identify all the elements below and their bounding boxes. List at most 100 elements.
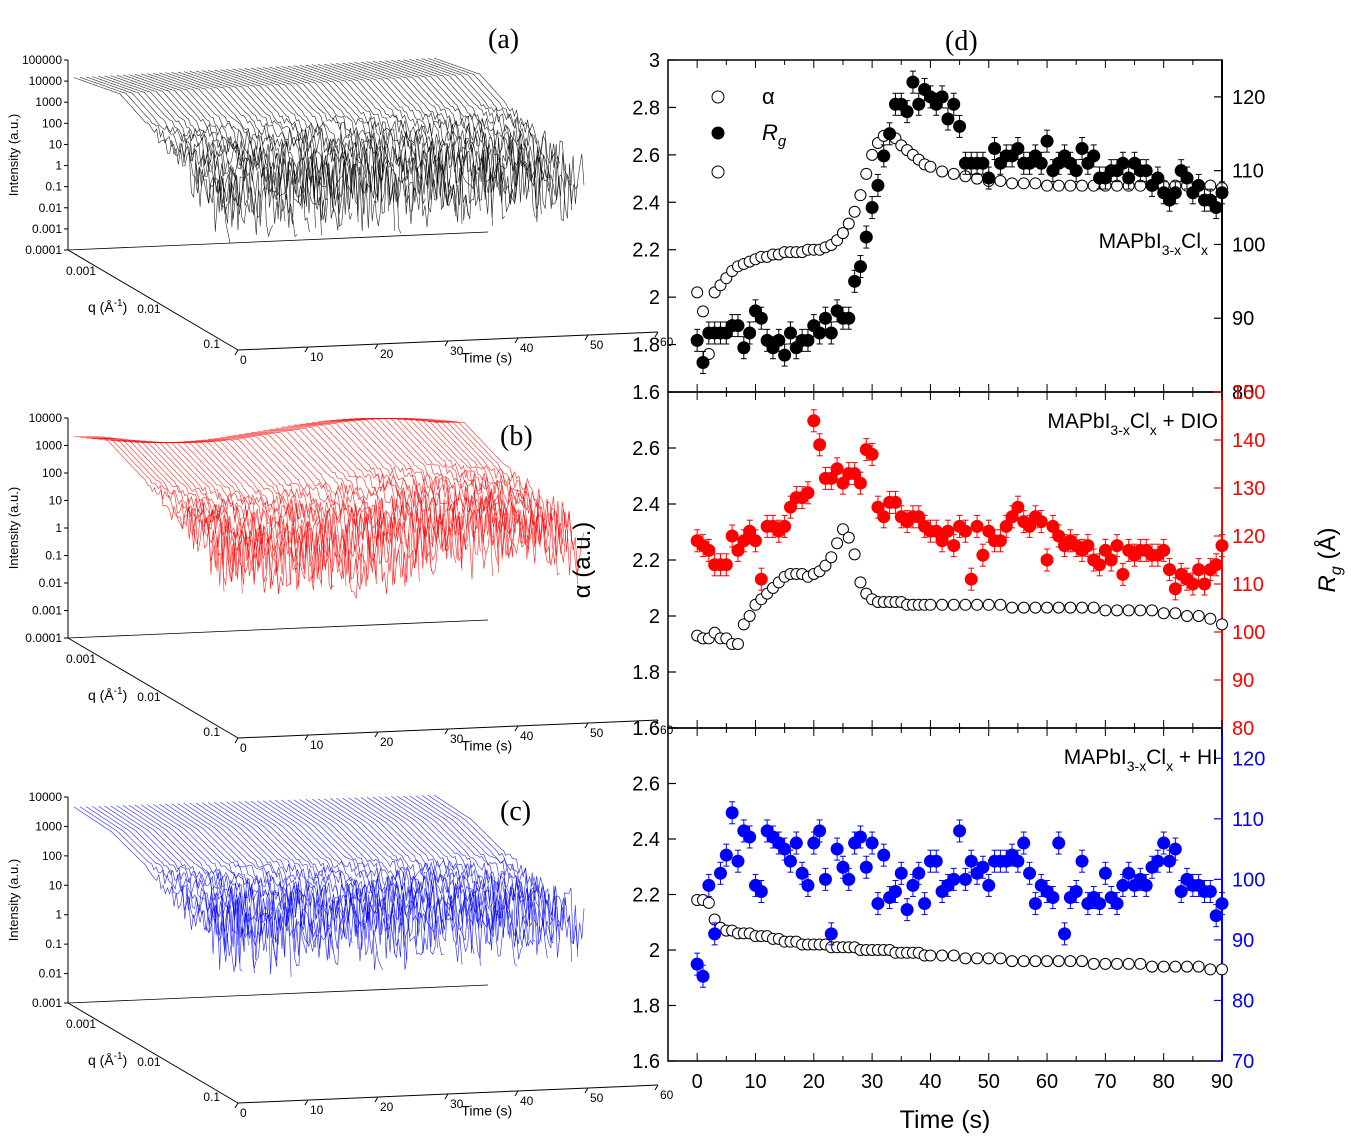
- rg-point: [865, 201, 879, 215]
- legend-extra-marker: [711, 165, 725, 179]
- rg-point: [690, 333, 704, 347]
- q-label-end: ): [123, 687, 128, 703]
- panel-label-c: (c): [500, 796, 531, 827]
- rg-point: [1209, 909, 1223, 923]
- rg-point: [1198, 577, 1212, 591]
- waterfall-trace: [165, 72, 316, 228]
- rg-point: [941, 112, 955, 126]
- alpha-point: [1099, 604, 1112, 617]
- waterfall-trace: [348, 797, 499, 946]
- sample-label: MAPbI3-xClx: [1099, 230, 1208, 258]
- alpha-tick-label: 2.8: [632, 97, 660, 119]
- subplot-3: 2.6 2.4 2.2 2 1.8 1.6 120 110 100 90 80 70 MAPbI3-xC…: [632, 727, 1265, 1073]
- alpha-tick-label: 2.6: [632, 145, 660, 167]
- alpha-point: [971, 952, 984, 965]
- rg-point: [1215, 897, 1229, 911]
- time-tick: [234, 1102, 239, 1109]
- x-tick-label: 10: [744, 1071, 766, 1093]
- rg-point: [696, 969, 710, 983]
- waterfall-trace: [342, 797, 493, 945]
- rg-point: [801, 333, 815, 347]
- alpha-point: [825, 551, 838, 564]
- waterfall-trace: [269, 429, 420, 582]
- waterfall-trace: [220, 801, 371, 951]
- rg-point: [783, 500, 797, 514]
- waterfall-trace: [86, 76, 237, 228]
- alpha-point: [1017, 955, 1030, 968]
- waterfall-trace: [116, 75, 267, 227]
- waterfall-trace: [110, 440, 261, 586]
- rg-point: [754, 572, 768, 586]
- intensity-tick-label: 0.01: [39, 967, 63, 981]
- alpha-point: [994, 174, 1007, 187]
- rg-point: [1093, 558, 1107, 572]
- waterfall-trace: [421, 58, 573, 219]
- waterfall-trace: [201, 70, 353, 220]
- q-tick-label: 0.001: [66, 652, 96, 666]
- alpha-tick-label: 2.4: [632, 494, 660, 516]
- alpha-point: [1111, 604, 1124, 617]
- time-tick: [584, 722, 589, 729]
- time-tick: [514, 725, 519, 732]
- alpha-tick-label: 1.8: [632, 662, 660, 684]
- rg-point: [1034, 515, 1048, 529]
- rg-point: [1139, 164, 1153, 178]
- alpha-point: [854, 576, 867, 589]
- waterfall-trace: [244, 433, 396, 586]
- time-tick: [584, 334, 589, 341]
- rg-point: [1023, 519, 1037, 533]
- rg-point: [865, 836, 879, 850]
- intensity-tick-label: 0.001: [32, 222, 62, 236]
- legend-alpha-label: α: [762, 84, 775, 109]
- rg-tick-label: 100: [1232, 622, 1265, 644]
- waterfall-trace: [104, 75, 255, 215]
- rg-point: [754, 311, 768, 325]
- alpha-point: [1076, 955, 1089, 968]
- alpha-point: [1216, 618, 1228, 631]
- waterfall-trace: [201, 802, 353, 944]
- q-tick-label: 0.01: [137, 690, 161, 704]
- rg-point: [1052, 836, 1066, 850]
- waterfall-trace: [342, 419, 493, 576]
- alpha-point: [1064, 955, 1077, 968]
- sample-label: MAPbI3-xClx + HI: [1064, 746, 1218, 774]
- waterfall-trace: [299, 799, 451, 942]
- alpha-point: [1169, 960, 1182, 973]
- intensity-axis-label: Intensity (a.u.): [6, 487, 21, 569]
- rg-point: [1151, 854, 1165, 868]
- waterfall-trace: [324, 63, 475, 220]
- rg-point: [888, 495, 902, 509]
- waterfall-trace: [403, 795, 554, 941]
- waterfall-trace: [281, 426, 432, 572]
- rg-point: [1215, 186, 1229, 200]
- waterfall-trace: [372, 61, 524, 203]
- waterfall-trace: [330, 420, 481, 552]
- rg-point: [813, 438, 827, 452]
- rg-point: [947, 872, 961, 886]
- q-tick-label: 0.01: [137, 302, 161, 316]
- x-tick-label: 60: [1036, 1071, 1058, 1093]
- waterfall-trace: [299, 65, 451, 208]
- rg-point: [853, 476, 867, 490]
- waterfall-trace: [214, 438, 365, 590]
- waterfall-trace: [263, 67, 414, 225]
- time-tick: [654, 719, 659, 726]
- time-tick: [304, 734, 309, 741]
- waterfall-trace: [256, 67, 408, 206]
- sample-label-main: MAPbI: [1064, 746, 1127, 769]
- rg-point: [999, 519, 1013, 533]
- intensity-tick-label: 0.01: [39, 201, 63, 215]
- waterfall-trace: [153, 804, 304, 967]
- waterfall-trace: [208, 438, 359, 599]
- rg-point: [1110, 539, 1124, 553]
- intensity-tick-label: 100000: [22, 53, 62, 67]
- alpha-point: [1052, 179, 1065, 192]
- panel-d: (d)32.82.62.42.221.81.61201101009080MAPb…: [569, 26, 1345, 1134]
- intensity-tick-label: 100: [42, 116, 62, 130]
- rg-point: [1163, 563, 1177, 577]
- rg-point: [772, 333, 786, 347]
- rg-point: [1098, 543, 1112, 557]
- alpha-point: [836, 523, 849, 536]
- rg-point: [1075, 854, 1089, 868]
- rg-point: [1081, 539, 1095, 553]
